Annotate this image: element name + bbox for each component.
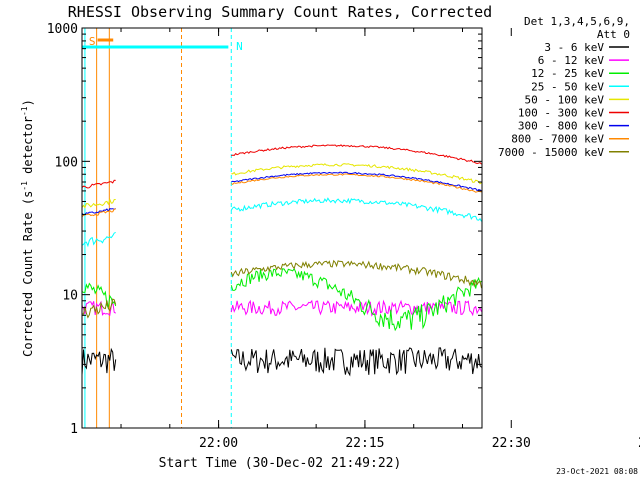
legend-label-7: 800 - 7000 keV	[511, 133, 604, 146]
legend-label-8: 7000 - 15000 keV	[498, 146, 604, 159]
series-line-8	[81, 259, 482, 319]
flag-label-s: S	[89, 35, 96, 48]
series-line-4	[81, 163, 482, 209]
legend-label-2: 12 - 25 keV	[531, 67, 604, 80]
legend-label-1: 6 - 12 keV	[538, 54, 605, 67]
plot-frame	[81, 27, 483, 429]
series-line-5	[81, 144, 482, 189]
series-line-3	[81, 197, 482, 248]
y-tick-label: 1000	[47, 22, 78, 37]
legend-header-line-1: Det 1,3,4,5,6,9,	[524, 15, 630, 28]
series-line-0	[81, 347, 482, 377]
legend-header-line-2: Att 0	[597, 28, 630, 41]
y-tick-label: 10	[62, 289, 78, 304]
y-axis-label-main: Corrected Count Rate (s	[21, 191, 35, 357]
x-tick-label: 22:15	[345, 436, 384, 451]
series-line-1	[81, 299, 482, 317]
chart-title: RHESSI Observing Summary Count Rates, Co…	[68, 3, 492, 21]
legend-label-3: 25 - 50 keV	[531, 80, 604, 93]
flag-label-n: N	[236, 40, 243, 53]
x-tick-label: 22:45	[638, 436, 640, 451]
x-tick-label: 22:30	[492, 436, 531, 451]
y-tick-label: 100	[55, 155, 78, 170]
footer-timestamp: 23-Oct-2021 08:08	[556, 467, 638, 476]
series-line-7	[81, 173, 482, 218]
y-tick-label: 1	[70, 422, 78, 437]
y-axis-label-exp1: -1	[20, 181, 29, 191]
x-axis-label: Start Time (30-Dec-02 21:49:22)	[159, 456, 402, 471]
y-axis-label-mid: detector	[21, 116, 35, 181]
legend-label-0: 3 - 6 keV	[544, 41, 604, 54]
y-axis-label-end: )	[21, 99, 35, 106]
series-line-2	[81, 267, 482, 332]
legend-label-4: 50 - 100 keV	[525, 93, 605, 106]
y-axis-label: Corrected Count Rate (s-1 detector-1)	[20, 99, 35, 357]
legend-label-5: 100 - 300 keV	[518, 107, 604, 120]
series-line-6	[81, 171, 482, 216]
legend-label-6: 300 - 800 keV	[518, 120, 604, 133]
y-axis-label-exp2: -1	[20, 106, 29, 116]
x-tick-label: 22:00	[199, 436, 238, 451]
